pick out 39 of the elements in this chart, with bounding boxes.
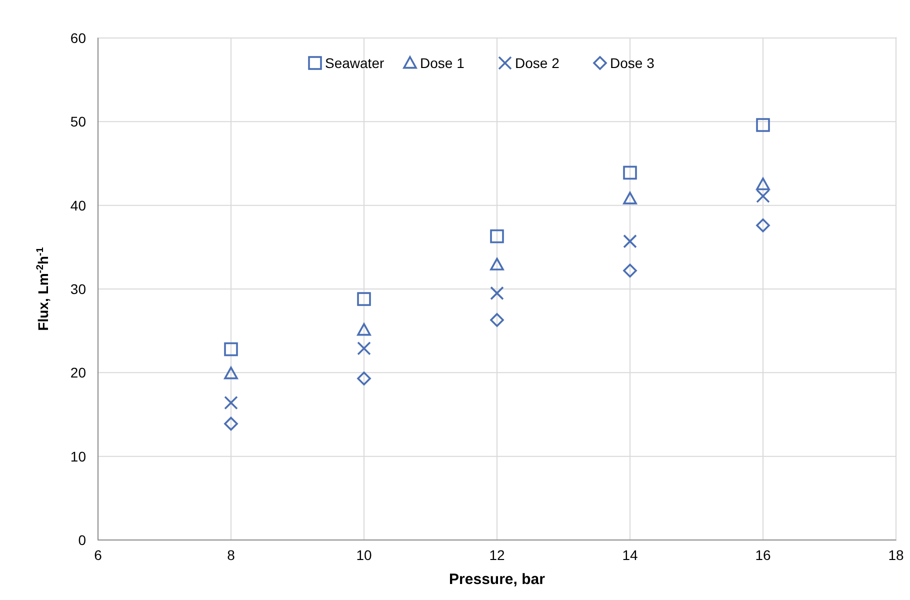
- point: [224, 396, 238, 410]
- y-tick-label: 0: [78, 532, 86, 548]
- point: [357, 323, 371, 336]
- y-tick-label: 40: [70, 197, 86, 214]
- point: [756, 118, 770, 132]
- point: [357, 342, 371, 356]
- x-axis-title: Pressure, bar: [449, 571, 546, 588]
- point: [623, 192, 637, 204]
- point: [490, 258, 504, 270]
- x-tick-label: 14: [622, 547, 638, 563]
- legend-label: Dose 2: [515, 55, 560, 71]
- point: [623, 264, 637, 278]
- point: [490, 313, 504, 327]
- legend-label: Seawater: [325, 55, 384, 71]
- y-tick-label: 20: [70, 364, 86, 381]
- x-tick-label: 12: [489, 547, 505, 563]
- point: [224, 342, 238, 356]
- point: [490, 286, 504, 300]
- y-tick-label: 10: [70, 448, 86, 464]
- x-tick-label: 10: [356, 547, 372, 563]
- y-tick-label: 50: [70, 114, 86, 130]
- x-tick-label: 16: [755, 547, 771, 563]
- point: [224, 366, 238, 380]
- x-tick-label: 18: [888, 547, 904, 563]
- legend-label: Dose 1: [420, 55, 465, 71]
- x-tick-label: 6: [94, 547, 102, 563]
- legend-label: Dose 3: [610, 55, 655, 71]
- point: [357, 292, 371, 306]
- point: [623, 166, 637, 180]
- point: [357, 372, 371, 386]
- point: [224, 416, 238, 431]
- x-tick-label: 8: [227, 547, 236, 563]
- point: [490, 229, 504, 244]
- point: [623, 234, 637, 248]
- y-tick-label: 30: [70, 281, 86, 297]
- point: [756, 218, 770, 232]
- y-tick-label: 60: [70, 30, 86, 46]
- point: [756, 189, 770, 204]
- point: [756, 178, 770, 190]
